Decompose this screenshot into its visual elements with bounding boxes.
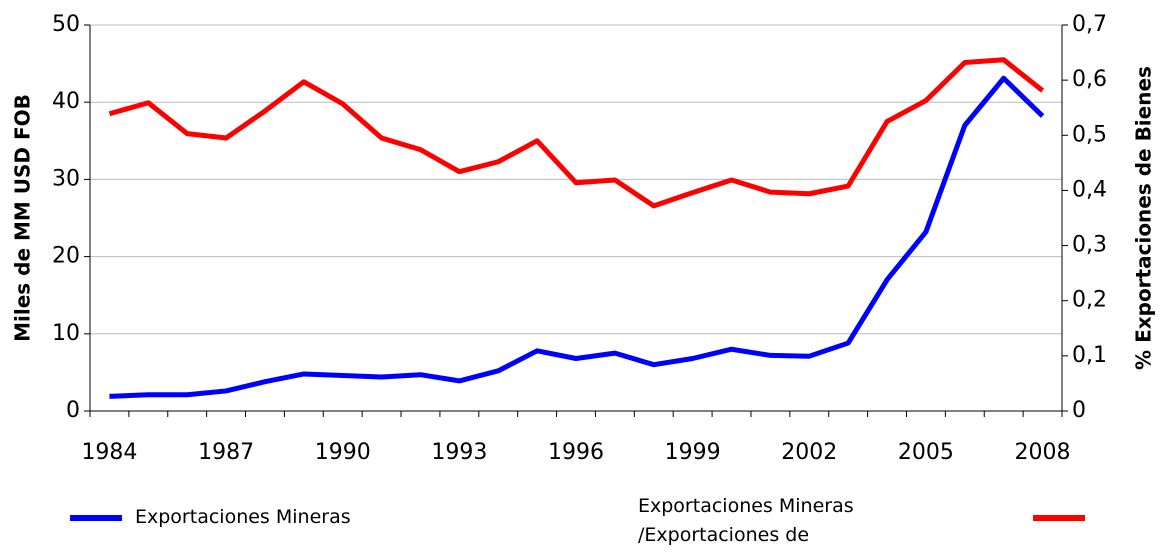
y2-tick-label: 0: [1072, 398, 1086, 423]
y-tick-label: 50: [52, 12, 80, 37]
y-tick-label: 40: [52, 89, 80, 114]
legend-label: Exportaciones Mineras: [135, 506, 351, 528]
y2-axis-title: % Exportaciones de Bienes: [1132, 66, 1156, 370]
series-line: [109, 75, 1045, 399]
x-tick-label: 2002: [781, 440, 837, 465]
y-tick-label: 10: [52, 321, 80, 346]
y2-tick-label: 0,2: [1072, 288, 1107, 313]
x-tick-label: 1999: [665, 440, 721, 465]
y2-tick-label: 0,3: [1072, 233, 1107, 258]
y-tick-label: 30: [52, 166, 80, 191]
x-tick-label: 1987: [198, 440, 254, 465]
x-tick-label: 1984: [81, 440, 137, 465]
x-tick-label: 1996: [548, 440, 604, 465]
y-axis-title: Miles de MM USD FOB: [11, 94, 35, 342]
x-tick-label: 1990: [315, 440, 371, 465]
x-tick-label: 2005: [898, 440, 954, 465]
y2-tick-label: 0,5: [1072, 122, 1107, 147]
y2-tick-label: 0,1: [1072, 343, 1107, 368]
y2-tick-label: 0,4: [1072, 177, 1107, 202]
legend-label: Exportaciones Mineras /Exportaciones de …: [638, 495, 854, 546]
y-tick-label: 20: [52, 244, 80, 269]
series-line: [108, 57, 1045, 209]
y2-tick-label: 0,6: [1072, 67, 1107, 92]
y-tick-label: 0: [66, 398, 80, 423]
x-tick-label: 1993: [431, 440, 487, 465]
x-tick-label: 2008: [1015, 440, 1071, 465]
y2-tick-label: 0,7: [1072, 12, 1107, 37]
